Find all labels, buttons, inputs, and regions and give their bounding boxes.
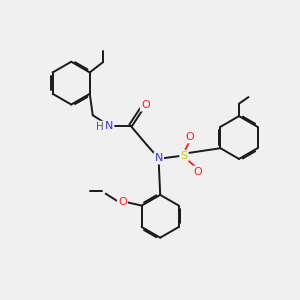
Text: N: N xyxy=(154,153,163,163)
Text: S: S xyxy=(180,151,188,161)
Text: O: O xyxy=(118,197,127,207)
Text: O: O xyxy=(141,100,150,110)
Text: H: H xyxy=(96,122,104,132)
Text: O: O xyxy=(185,132,194,142)
Text: N: N xyxy=(105,121,113,130)
Text: O: O xyxy=(194,167,202,177)
